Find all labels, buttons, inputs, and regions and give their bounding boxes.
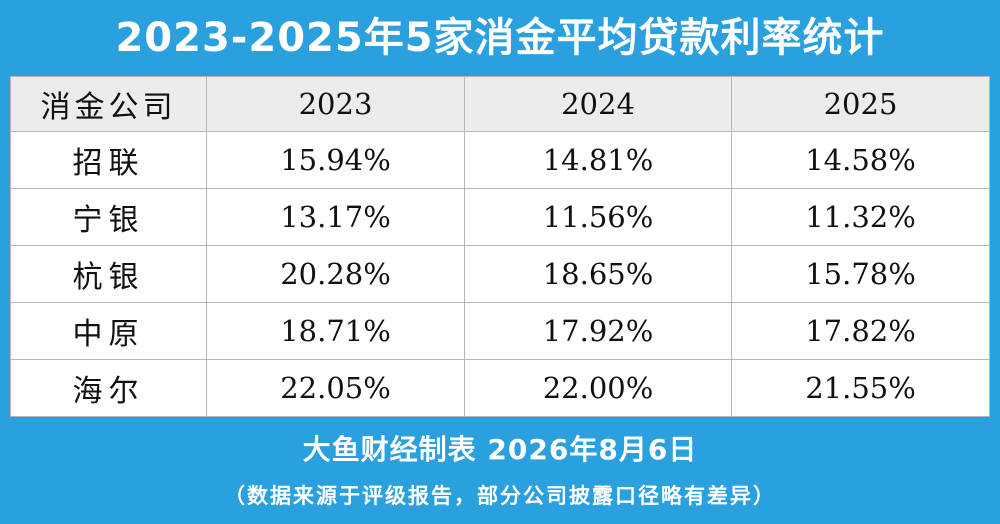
header-2023: 2023	[206, 76, 465, 132]
table-row: 中原 18.71% 17.92% 17.82%	[10, 302, 990, 360]
company-name: 杭银	[10, 245, 207, 303]
rate-2023: 22.05%	[206, 359, 465, 417]
rate-2025: 14.58%	[731, 131, 990, 189]
table-row: 宁银 13.17% 11.56% 11.32%	[10, 188, 990, 246]
company-name: 海尔	[10, 359, 207, 417]
rate-2025: 11.32%	[731, 188, 990, 246]
header-2024: 2024	[464, 76, 732, 132]
rate-2025: 21.55%	[731, 359, 990, 417]
table-header-row: 消金公司 2023 2024 2025	[10, 76, 990, 132]
company-name: 招联	[10, 131, 207, 189]
rate-2024: 14.81%	[464, 131, 732, 189]
header-company: 消金公司	[10, 76, 207, 132]
page-title: 2023-2025年5家消金平均贷款利率统计	[115, 15, 885, 61]
company-name: 宁银	[10, 188, 207, 246]
interest-rate-table: 消金公司 2023 2024 2025 招联 15.94% 14.81% 14.…	[10, 76, 990, 417]
rate-2024: 11.56%	[464, 188, 732, 246]
rate-2023: 13.17%	[206, 188, 465, 246]
rate-2025: 15.78%	[731, 245, 990, 303]
rate-2023: 18.71%	[206, 302, 465, 360]
company-name: 中原	[10, 302, 207, 360]
table-row: 杭银 20.28% 18.65% 15.78%	[10, 245, 990, 303]
rate-2023: 20.28%	[206, 245, 465, 303]
rate-2024: 17.92%	[464, 302, 732, 360]
rate-2024: 18.65%	[464, 245, 732, 303]
source-note: （数据来源于评级报告，部分公司披露口径略有差异）	[224, 484, 776, 508]
rate-2024: 22.00%	[464, 359, 732, 417]
table-credit: 大鱼财经制表 2026年8月6日	[302, 433, 698, 466]
header-2025: 2025	[731, 76, 990, 132]
table-row: 海尔 22.05% 22.00% 21.55%	[10, 359, 990, 417]
rate-2023: 15.94%	[206, 131, 465, 189]
rate-2025: 17.82%	[731, 302, 990, 360]
table-row: 招联 15.94% 14.81% 14.58%	[10, 131, 990, 189]
